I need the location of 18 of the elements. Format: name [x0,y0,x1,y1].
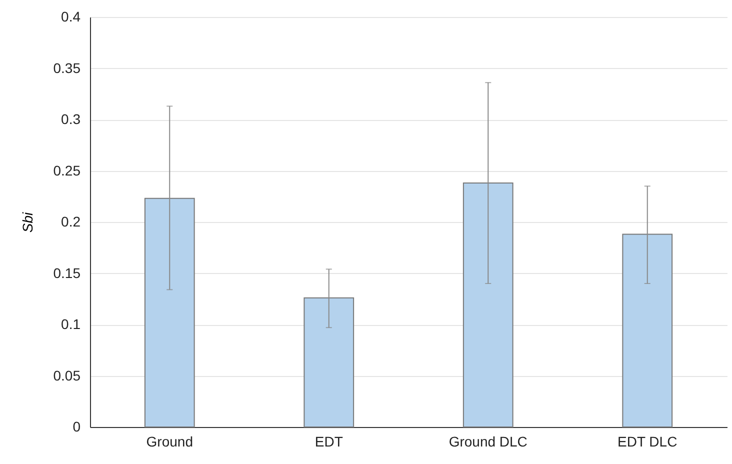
y-axis-title: Sbi [19,211,36,233]
bar [462,182,514,428]
y-tick-label: 0.05 [53,367,81,384]
y-tick-label: 0.2 [61,214,81,230]
y-tick-label: 0.35 [53,60,81,76]
y-tick-label: 0 [72,418,81,434]
y-tick-label: 0.25 [53,162,81,178]
bar [304,297,354,428]
y-tick-label: 0.3 [61,111,81,127]
x-tick-label: EDT [314,434,344,450]
y-tick-label: 0.15 [53,264,81,281]
x-tick-label: Ground DLC [448,434,528,450]
y-tick-label: 0.4 [61,8,81,24]
x-tick-label: Ground [146,434,193,450]
bar [622,234,673,428]
x-tick-label: EDT DLC [618,434,678,450]
bar [144,198,195,428]
y-tick-label: 0.1 [61,316,81,332]
